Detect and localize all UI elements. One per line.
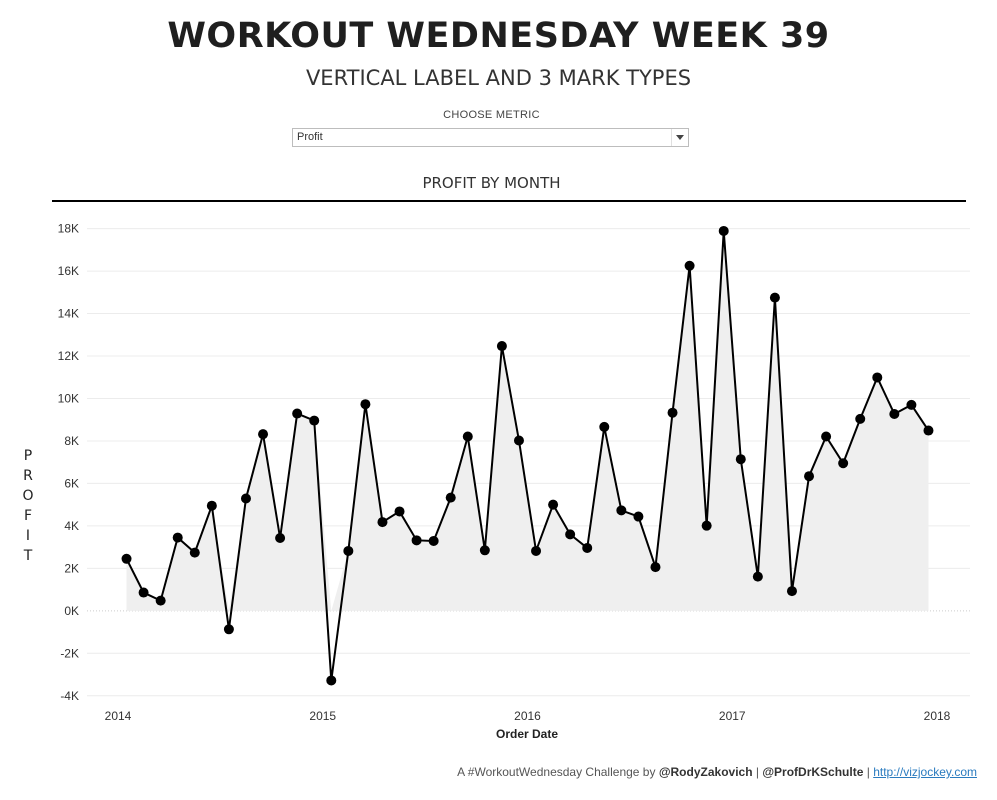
data-point <box>445 492 456 503</box>
x-axis-title: Order Date <box>496 727 558 741</box>
y-axis-title-letter: O <box>22 488 34 504</box>
x-tick-label: 2014 <box>105 709 132 723</box>
data-point <box>735 454 746 465</box>
dashboard-subtitle: VERTICAL LABEL AND 3 MARK TYPES <box>305 66 692 90</box>
y-tick-label: 6K <box>64 476 79 490</box>
y-tick-label: 16K <box>58 264 79 278</box>
y-axis-title-letter: F <box>23 508 33 524</box>
y-tick-label: 12K <box>58 349 79 363</box>
data-point <box>906 399 917 410</box>
data-point <box>138 587 149 598</box>
data-point <box>855 413 866 424</box>
y-tick-label: -2K <box>60 646 79 660</box>
y-tick-label: 14K <box>58 307 79 321</box>
data-point <box>206 500 217 511</box>
data-point <box>769 292 780 303</box>
data-point <box>872 372 883 383</box>
data-point <box>667 407 678 418</box>
author-rody: @RodyZakovich <box>658 765 753 779</box>
data-point <box>172 532 183 543</box>
data-point <box>582 542 593 553</box>
y-tick-label: 2K <box>64 561 79 575</box>
data-point <box>155 595 166 606</box>
y-axis-title-letter: I <box>25 528 31 544</box>
data-point <box>360 399 371 410</box>
x-tick-label: 2015 <box>309 709 336 723</box>
y-axis-title-letter: R <box>23 468 33 484</box>
credits-separator: | <box>752 765 763 779</box>
data-point <box>786 586 797 597</box>
data-point <box>258 429 269 440</box>
data-point <box>923 425 934 436</box>
metric-parameter-label: CHOOSE METRIC <box>443 109 540 121</box>
y-tick-label: 4K <box>64 519 79 533</box>
area-series <box>126 230 929 611</box>
data-point <box>752 571 763 582</box>
data-point <box>496 341 507 352</box>
data-point <box>531 545 542 556</box>
x-tick-label: 2016 <box>514 709 541 723</box>
data-point <box>411 535 422 546</box>
data-point <box>838 458 849 469</box>
data-point <box>718 225 729 236</box>
line-series <box>125 230 930 681</box>
y-tick-label: 10K <box>58 391 79 405</box>
data-point <box>889 408 900 419</box>
data-point <box>650 562 661 573</box>
data-point <box>616 505 627 516</box>
author-schulte: @ProfDrKSchulte <box>762 765 864 779</box>
dashboard-title: WORKOUT WEDNESDAY WEEK 39 <box>167 16 830 56</box>
data-point <box>565 529 576 540</box>
data-point <box>684 260 695 271</box>
y-tick-label: 0K <box>64 604 79 618</box>
data-point <box>275 532 286 543</box>
chevron-down-icon[interactable] <box>671 129 688 146</box>
y-tick-label: 8K <box>64 434 79 448</box>
data-point <box>513 435 524 446</box>
credits-prefix: A #WorkoutWednesday Challenge by <box>457 765 659 779</box>
data-point <box>428 535 439 546</box>
data-point <box>343 545 354 556</box>
data-point <box>701 520 712 531</box>
x-tick-label: 2017 <box>719 709 746 723</box>
data-point <box>599 421 610 432</box>
data-point <box>633 511 644 522</box>
data-point <box>377 517 388 528</box>
credits-separator: | <box>863 765 874 779</box>
data-point <box>189 547 200 558</box>
data-point <box>240 493 251 504</box>
y-axis-title-letter: T <box>23 548 33 564</box>
data-point <box>462 431 473 442</box>
y-tick-label: -4K <box>60 689 79 703</box>
data-point <box>223 624 234 635</box>
data-point <box>804 471 815 482</box>
credits-footer: A #WorkoutWednesday Challenge by @RodyZa… <box>457 765 977 779</box>
data-point <box>394 506 405 517</box>
vizjockey-link[interactable]: http://vizjockey.com <box>873 765 977 779</box>
data-point <box>292 408 303 419</box>
data-point <box>326 675 337 686</box>
data-point <box>121 553 132 564</box>
data-point <box>548 499 559 510</box>
data-point <box>309 415 320 426</box>
y-axis-title-letter: P <box>23 448 33 464</box>
data-point <box>479 545 490 556</box>
metric-dropdown-value: Profit <box>297 131 323 143</box>
x-tick-label: 2018 <box>924 709 951 723</box>
chart-title: PROFIT BY MONTH <box>422 174 561 192</box>
y-tick-label: 18K <box>58 222 79 236</box>
data-point <box>821 431 832 442</box>
metric-dropdown[interactable]: Profit <box>292 128 689 147</box>
